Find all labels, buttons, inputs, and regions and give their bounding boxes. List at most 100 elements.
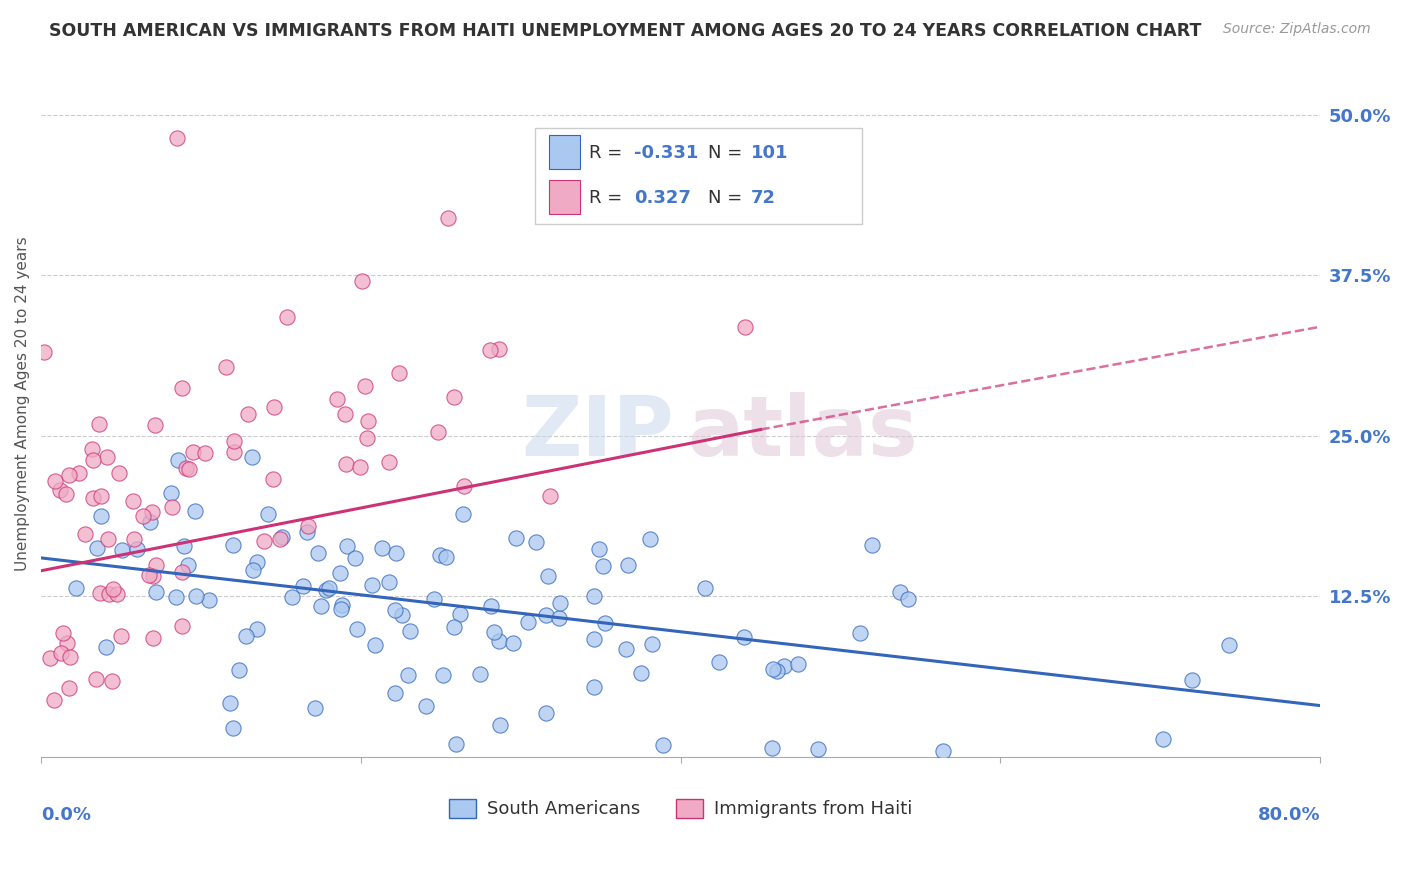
Point <box>862 538 884 552</box>
Point <box>479 599 502 613</box>
Point <box>86 541 108 555</box>
Point <box>65 581 87 595</box>
Point <box>630 666 652 681</box>
Point <box>582 680 605 694</box>
Point <box>488 633 510 648</box>
Point <box>307 546 329 560</box>
Point <box>103 582 125 596</box>
Point <box>349 460 371 475</box>
Point <box>583 589 606 603</box>
Point <box>49 646 72 660</box>
Point <box>184 504 207 518</box>
Point <box>315 582 337 597</box>
Point <box>73 527 96 541</box>
Point <box>426 425 449 439</box>
Point <box>96 450 118 464</box>
Point <box>263 400 285 414</box>
Point <box>297 519 319 533</box>
Point <box>391 607 413 622</box>
Point <box>773 659 796 673</box>
Point <box>160 500 183 515</box>
Point <box>432 668 454 682</box>
Point <box>488 343 510 357</box>
Point <box>309 599 332 614</box>
Point <box>387 366 409 380</box>
Point <box>330 601 353 615</box>
Point <box>98 587 121 601</box>
Point <box>197 593 219 607</box>
Point <box>378 455 401 469</box>
Point <box>346 622 368 636</box>
Point <box>384 546 406 560</box>
Point <box>87 417 110 431</box>
Point <box>222 721 245 735</box>
Point <box>110 629 132 643</box>
Point <box>173 539 195 553</box>
Point <box>281 591 304 605</box>
Point <box>167 452 190 467</box>
Point <box>548 596 571 610</box>
Point <box>849 625 872 640</box>
Point <box>170 381 193 395</box>
Point <box>443 390 465 404</box>
Point <box>80 442 103 456</box>
Y-axis label: Unemployment Among Ages 20 to 24 years: Unemployment Among Ages 20 to 24 years <box>15 236 30 571</box>
Point <box>524 535 547 549</box>
Point <box>96 640 118 654</box>
Point <box>90 489 112 503</box>
Point <box>176 460 198 475</box>
Point <box>82 453 104 467</box>
Point <box>453 478 475 492</box>
Point <box>90 508 112 523</box>
Point <box>184 589 207 603</box>
Point <box>330 598 353 612</box>
Point <box>356 430 378 444</box>
Point <box>709 655 731 669</box>
Text: 80.0%: 80.0% <box>1257 806 1320 824</box>
Point <box>536 568 558 582</box>
Point <box>1218 638 1240 652</box>
Point <box>276 310 298 324</box>
Text: R =: R = <box>589 189 627 207</box>
Text: R =: R = <box>589 144 627 161</box>
Point <box>49 483 72 498</box>
Point <box>423 592 446 607</box>
Point <box>517 615 540 630</box>
Point <box>353 379 375 393</box>
Point <box>482 624 505 639</box>
Point <box>593 615 616 630</box>
Point <box>588 542 610 557</box>
Point <box>897 591 920 606</box>
Point <box>142 568 165 582</box>
Point <box>318 581 340 595</box>
Point <box>181 445 204 459</box>
Point <box>807 742 830 756</box>
Text: atlas: atlas <box>688 392 918 473</box>
Point <box>478 343 501 358</box>
Point <box>138 567 160 582</box>
Point <box>548 611 571 625</box>
Legend: South Americans, Immigrants from Haiti: South Americans, Immigrants from Haiti <box>441 792 920 826</box>
Point <box>384 686 406 700</box>
Point <box>97 532 120 546</box>
Point <box>652 738 675 752</box>
Point <box>262 472 284 486</box>
Point <box>304 701 326 715</box>
Point <box>352 274 374 288</box>
Point <box>371 541 394 555</box>
Point <box>449 607 471 621</box>
Point <box>451 508 474 522</box>
Point <box>145 585 167 599</box>
Point <box>58 681 80 696</box>
Text: ZIP: ZIP <box>522 392 675 473</box>
Point <box>52 625 75 640</box>
Text: 0.327: 0.327 <box>634 189 690 207</box>
Point <box>253 533 276 548</box>
Point <box>228 663 250 677</box>
Point <box>931 743 953 757</box>
Point <box>177 462 200 476</box>
Point <box>693 581 716 595</box>
Point <box>292 579 315 593</box>
Point <box>1153 731 1175 746</box>
Point <box>125 541 148 556</box>
